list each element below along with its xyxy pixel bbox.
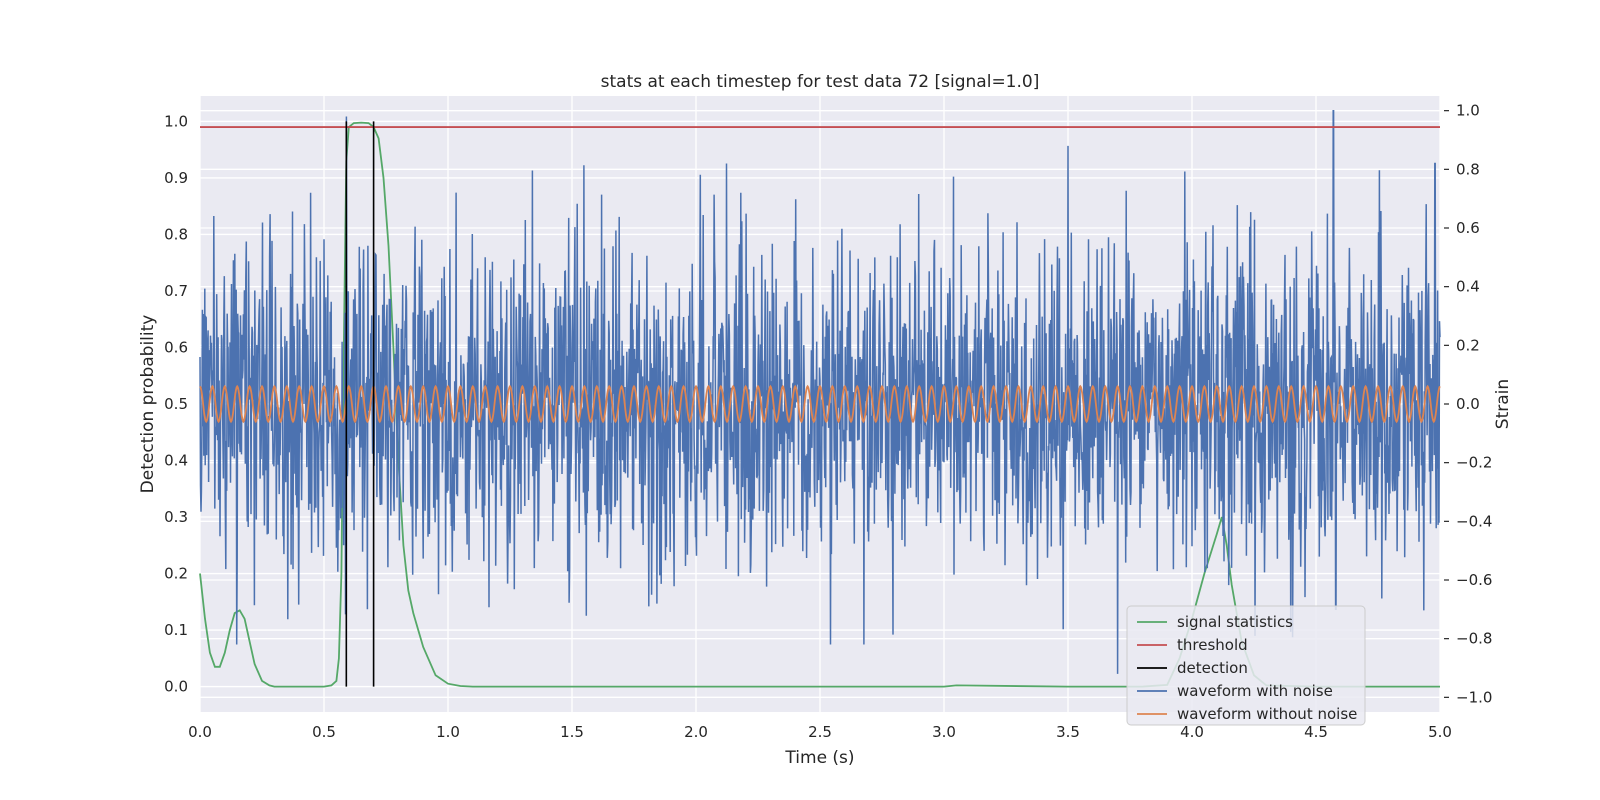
- x-tick-label: 4.0: [1180, 723, 1204, 741]
- y-tick-label-left: 0.2: [164, 565, 188, 583]
- x-tick-label: 0.5: [312, 723, 336, 741]
- y-tick-label-right: 0.2: [1456, 336, 1480, 354]
- y-tick-label-left: 0.7: [164, 282, 188, 300]
- legend-entry-label: waveform with noise: [1177, 682, 1333, 700]
- legend: signal statistics threshold detection wavef…: [1126, 605, 1366, 726]
- y-axis-label-right: Strain: [1493, 379, 1513, 429]
- x-tick-label: 3.0: [932, 723, 956, 741]
- y-tick-label-left: 0.1: [164, 621, 188, 639]
- x-tick-label: 2.5: [808, 723, 832, 741]
- x-tick-label: 1.0: [436, 723, 460, 741]
- x-axis-label: Time (s): [784, 748, 854, 768]
- y-tick-label-left: 0.3: [164, 508, 188, 526]
- y-tick-label-left: 0.8: [164, 225, 188, 243]
- legend-entry-label: waveform without noise: [1177, 705, 1357, 723]
- x-ticks: 0.0 0.5 1.0 1.5 2.0 2.5 3.0 3.5 4.0 4.5 5.0: [188, 723, 1452, 741]
- x-tick-label: 5.0: [1428, 723, 1452, 741]
- y-tick-label-left: 0.9: [164, 169, 188, 187]
- y-tick-label-left: 0.6: [164, 338, 188, 356]
- y-ticks-left: 0.0 0.1 0.2 0.3 0.4 0.5 0.6 0.7 0.8 0.9 1.0: [164, 112, 188, 695]
- y-tick-label-left: 0.0: [164, 678, 188, 696]
- y-ticks-right: −1.0 −0.8 −0.6 −0.4 −0.2 0.0 0.2 0.4 0.6 0.8 1.0: [1444, 102, 1492, 706]
- x-tick-label: 4.5: [1304, 723, 1328, 741]
- x-tick-label: 2.0: [684, 723, 708, 741]
- y-tick-label-left: 0.4: [164, 452, 188, 470]
- y-tick-label-right: −1.0: [1456, 688, 1492, 706]
- legend-entry-label: detection: [1177, 659, 1248, 677]
- x-tick-label: 1.5: [560, 723, 584, 741]
- y-tick-label-right: 0.6: [1456, 219, 1480, 237]
- waveform-without-noise-line: [199, 384, 1441, 424]
- y-axis-label-left: Detection probability: [138, 315, 158, 494]
- y-tick-label-right: −0.2: [1456, 454, 1492, 472]
- y-tick-label-left: 0.5: [164, 395, 188, 413]
- y-tick-label-right: 0.4: [1456, 278, 1480, 296]
- y-tick-label-right: 0.0: [1456, 395, 1480, 413]
- y-tick-label-right: 1.0: [1456, 102, 1480, 120]
- y-tick-label-right: −0.6: [1456, 571, 1492, 589]
- y-tick-label-right: 0.8: [1456, 160, 1480, 178]
- y-tick-label-left: 1.0: [164, 112, 188, 130]
- legend-box: [1126, 605, 1366, 726]
- legend-entry-label: threshold: [1177, 636, 1248, 654]
- waveform-with-noise-line: [199, 109, 1441, 674]
- y-tick-label-right: −0.4: [1456, 512, 1492, 530]
- chart-title: stats at each timestep for test data 72 …: [601, 72, 1040, 92]
- y-tick-label-right: −0.8: [1456, 630, 1492, 648]
- legend-entry-label: signal statistics: [1177, 613, 1293, 631]
- x-tick-label: 3.5: [1056, 723, 1080, 741]
- x-tick-label: 0.0: [188, 723, 212, 741]
